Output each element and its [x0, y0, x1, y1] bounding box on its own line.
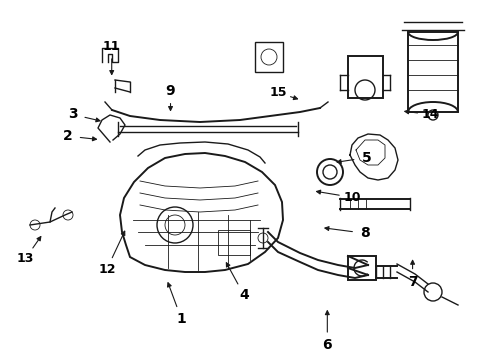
Bar: [348, 256, 376, 280]
Text: 8: 8: [360, 226, 370, 240]
Bar: [218, 230, 250, 255]
Text: 1: 1: [176, 312, 186, 325]
Text: 5: 5: [362, 151, 371, 165]
Text: 4: 4: [239, 288, 249, 302]
Bar: [348, 56, 383, 98]
Text: 3: 3: [68, 108, 77, 121]
Text: 10: 10: [343, 191, 361, 204]
Text: 2: 2: [63, 129, 73, 143]
Text: 15: 15: [270, 86, 287, 99]
Text: 7: 7: [408, 275, 417, 288]
Text: 11: 11: [103, 40, 121, 53]
Text: 6: 6: [322, 338, 332, 352]
Text: 13: 13: [17, 252, 34, 265]
Text: 12: 12: [98, 263, 116, 276]
Bar: [255, 42, 283, 72]
Text: 9: 9: [166, 84, 175, 98]
Bar: [408, 32, 458, 112]
Text: 14: 14: [421, 108, 439, 121]
